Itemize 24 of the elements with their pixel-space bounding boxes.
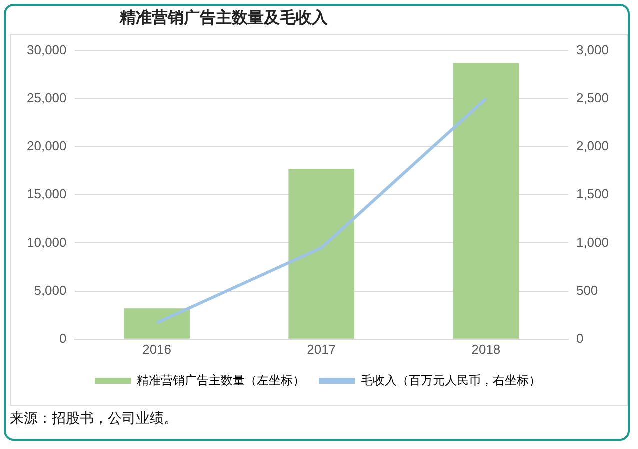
y-tick-label: 10,000 <box>26 234 67 250</box>
source-note: 来源：招股书，公司业绩。 <box>10 410 178 428</box>
y-tick-label: 20,000 <box>26 138 67 154</box>
bar <box>124 308 190 339</box>
y-tick-label: 15,000 <box>26 186 67 202</box>
y2-tick-label: 2,000 <box>576 138 610 154</box>
y2-tick-label: 1,500 <box>576 186 610 202</box>
y-tick-label: 5,000 <box>34 282 67 298</box>
chart-title: 精准营销广告主数量及毛收入 <box>120 8 328 29</box>
legend-label: 精准营销广告主数量（左坐标） <box>137 373 305 388</box>
x-tick-label: 2017 <box>307 342 336 357</box>
y2-tick-label: 0 <box>576 330 584 346</box>
legend-label: 毛收入（百万元人民币，右坐标） <box>361 373 541 388</box>
y-tick-label: 25,000 <box>26 90 67 106</box>
bar <box>288 169 355 339</box>
y-tick-label: 30,000 <box>26 42 67 58</box>
y2-tick-label: 3,000 <box>576 42 610 58</box>
y2-tick-label: 1,000 <box>576 234 610 250</box>
y2-tick-label: 2,500 <box>576 90 610 106</box>
x-tick-label: 2016 <box>142 342 172 357</box>
bar <box>453 63 520 339</box>
y-tick-label: 0 <box>60 330 67 346</box>
y2-tick-label: 500 <box>576 282 598 298</box>
x-tick-label: 2018 <box>472 342 501 357</box>
